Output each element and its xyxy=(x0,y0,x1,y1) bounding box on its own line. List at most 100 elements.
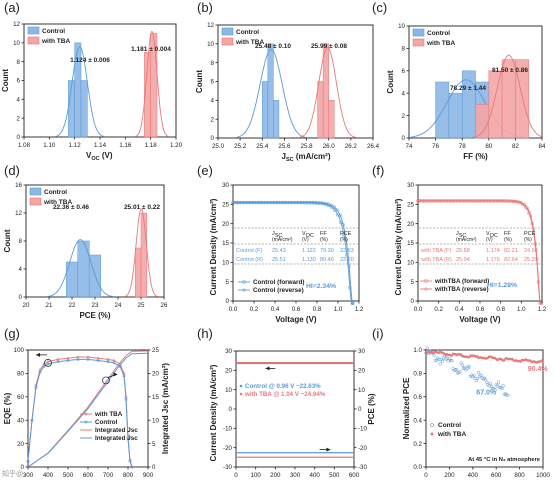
jv-marker xyxy=(299,200,303,204)
histogram-bar xyxy=(80,80,88,138)
jv-marker xyxy=(445,199,449,203)
jv-marker xyxy=(436,199,440,203)
legend-label-tba: with TBA xyxy=(235,39,264,46)
jv-marker xyxy=(417,199,422,203)
jv-marker xyxy=(302,200,306,204)
y-tick-label: 12 xyxy=(13,21,20,28)
retention-label-tba: 90.4% xyxy=(528,366,549,373)
y2-tick-label: 0 xyxy=(152,464,156,471)
stability-point-control xyxy=(488,381,493,386)
table-cell: 24.98 xyxy=(524,248,538,254)
y-tick-label: 12 xyxy=(15,210,22,217)
jv-marker xyxy=(333,208,337,212)
table-cell: 25.94 xyxy=(456,257,470,263)
x-tick-label: 100 xyxy=(251,472,262,479)
jv-marker xyxy=(421,199,425,203)
fit-annotation: 1.181 ± 0.004 xyxy=(131,46,171,53)
panel-a: (a) 1.08 1.10 1.12 1.14 1.16 1.18 1.20 0 2 4 6 8 10 12… xyxy=(1,0,183,162)
stability-point-control xyxy=(450,358,454,363)
jv-marker xyxy=(523,203,527,207)
y-tick-label: 20 xyxy=(17,441,24,448)
y-tick-label: 25 xyxy=(222,202,229,209)
histogram-bar xyxy=(273,100,280,139)
y-tick-label: 0.8 xyxy=(413,371,422,378)
stability-point-control xyxy=(460,363,464,367)
table-header-unit: (V) xyxy=(486,237,493,243)
fit-annotation: 25.01 ± 0.22 xyxy=(124,204,160,211)
eqe-callout-circle xyxy=(44,359,52,367)
legend-label: Integrated Jsc xyxy=(95,427,138,434)
legend-label-control: Control xyxy=(236,29,259,36)
x-tick-label: 1.18 xyxy=(145,142,158,149)
jv-marker xyxy=(326,202,330,206)
y-axis-label: Count xyxy=(3,229,12,252)
x-tick-label: 21 xyxy=(46,302,53,309)
legend-label: Control xyxy=(95,419,118,426)
table-header-unit: (mA/cm²) xyxy=(272,237,293,243)
legend-label: with TBA xyxy=(437,431,466,438)
x-axis-label: Voltage (V) xyxy=(275,315,317,324)
y-axis-label: Count xyxy=(195,70,204,93)
y-tick-label: 60 xyxy=(17,394,24,401)
jv-marker xyxy=(529,214,533,218)
panel-label: (b) xyxy=(197,0,213,15)
x-tick-label: 78 xyxy=(459,143,466,150)
x-tick-label: 900 xyxy=(143,472,154,479)
legend-label: Control @ 0.96 V ~22.63% xyxy=(245,383,321,390)
y-tick-label: 0 xyxy=(211,135,215,142)
legend-marker xyxy=(84,420,88,424)
jv-marker xyxy=(242,200,246,204)
panel-i: (i)020040060080010000.00.20.40.60.81.0Ti… xyxy=(372,326,550,479)
y2-tick-label: 25 xyxy=(152,347,159,354)
histogram-bar xyxy=(140,212,148,298)
x-tick-label: 25.2 xyxy=(234,143,247,150)
y2-tick-label: 15 xyxy=(152,394,159,401)
jv-marker xyxy=(235,200,240,204)
histogram-bar xyxy=(328,100,335,139)
x-tick-label: 26.2 xyxy=(345,143,358,150)
y2-axis-label: Integrated Jsc (mA/cm²) xyxy=(161,363,170,454)
y-tick-label: -20 xyxy=(223,445,233,452)
table-cell: with TBA (R) xyxy=(420,257,452,263)
arrowhead-icon xyxy=(36,352,40,357)
x-tick-label: 0.2 xyxy=(250,306,259,313)
y-tick-label: 0 xyxy=(229,406,233,413)
jv-marker xyxy=(338,213,342,217)
x-tick-label: 25 xyxy=(138,302,145,309)
eqe-marker xyxy=(26,459,30,463)
x-tick-label: 400 xyxy=(310,472,321,479)
table-cell: 80.46 xyxy=(320,257,334,263)
jv-marker xyxy=(248,200,252,204)
y-tick-label: -10 xyxy=(223,426,233,433)
jv-marker xyxy=(492,199,496,203)
jv-marker xyxy=(455,199,459,203)
y-tick-label: 0 xyxy=(411,298,415,305)
x-tick-label: 74 xyxy=(406,143,413,150)
y-tick-label: 15 xyxy=(407,240,414,247)
jv-marker xyxy=(269,200,273,204)
y-axis-label: Count xyxy=(1,69,10,92)
jv-marker xyxy=(461,199,465,203)
stability-point-control xyxy=(506,393,510,397)
stability-point-tba xyxy=(459,353,463,356)
eqe-marker xyxy=(34,386,38,389)
jv-marker xyxy=(296,200,300,204)
fit-annotation: 1.124 ± 0.006 xyxy=(70,57,110,64)
y-axis-label: Normalized PCE xyxy=(402,377,411,439)
y-tick-label: 30 xyxy=(407,182,414,189)
x-tick-label: 600 xyxy=(349,472,360,479)
x-tick-label: 0 xyxy=(424,472,428,479)
y-tick-label: 4 xyxy=(402,90,406,97)
table-header-unit: (%) xyxy=(320,237,328,243)
jv-marker xyxy=(344,238,348,242)
panel-label: (a) xyxy=(4,0,20,15)
x-axis-label: JSC (mA/cm²) xyxy=(282,152,331,163)
y-tick-label: 8 xyxy=(402,46,406,53)
jv-marker xyxy=(526,207,530,211)
jv-marker xyxy=(495,199,499,203)
panel-label: (h) xyxy=(197,326,213,341)
stability-point-control xyxy=(440,359,445,363)
gaussian-fit-line xyxy=(135,30,169,137)
x-tick-label: 400 xyxy=(43,472,54,479)
table-cell: 25.51 xyxy=(272,257,286,263)
